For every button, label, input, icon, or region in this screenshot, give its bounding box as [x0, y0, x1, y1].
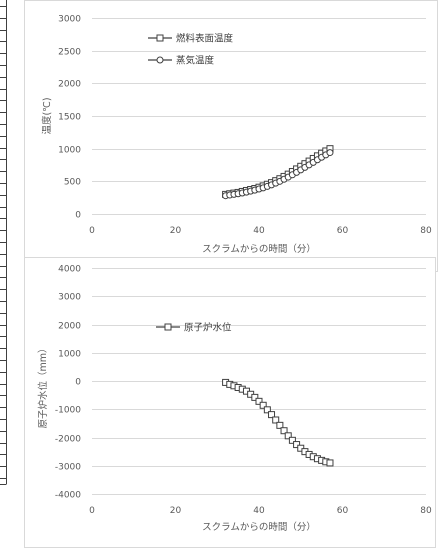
x-tick-label: 20	[170, 226, 182, 236]
data-point	[251, 393, 259, 401]
water-level-chart-series	[222, 378, 334, 467]
temperature-chart-x-ticks: 0 20 40 60 80	[89, 226, 432, 236]
temperature-chart: 0 500 1000 1500 2000 2500 3000 0 20 40 60 80 スクラムか…	[24, 0, 438, 272]
legend-entry-steam-temperature: 蒸気温度	[148, 55, 215, 67]
x-tick-label: 80	[420, 226, 432, 236]
y-tick-label: 0	[75, 378, 81, 388]
data-point	[284, 432, 292, 440]
x-tick-label: 20	[170, 506, 182, 516]
temperature-chart-legend: 燃料表面温度 蒸気温度	[148, 33, 234, 67]
water-level-chart-gridlines	[92, 268, 426, 495]
data-point	[276, 421, 284, 429]
legend-marker-square	[164, 323, 172, 331]
y-tick-label: 2500	[58, 48, 81, 58]
y-tick-label: 1500	[58, 113, 81, 123]
x-tick-label: 0	[89, 506, 95, 516]
x-tick-label: 60	[337, 506, 349, 516]
x-tick-label: 40	[253, 506, 265, 516]
x-tick-label: 60	[337, 226, 349, 236]
y-tick-label: 1000	[58, 146, 81, 156]
temperature-chart-series	[222, 145, 334, 200]
y-tick-label: -1000	[55, 406, 81, 416]
legend-entry-reactor-water-level: 原子炉水位	[156, 322, 232, 334]
data-point	[326, 459, 334, 467]
y-tick-label: 1000	[58, 350, 81, 360]
x-tick-label: 80	[420, 506, 432, 516]
data-point	[263, 406, 271, 414]
y-tick-label: 2000	[58, 322, 81, 332]
temperature-chart-gridlines	[92, 18, 426, 215]
data-point	[326, 149, 334, 157]
water-level-chart-x-ticks: 0 20 40 60 80	[89, 506, 432, 516]
x-tick-label: 0	[89, 226, 95, 236]
temperature-chart-panel	[24, 0, 438, 272]
temperature-chart-y-axis-title: 温度(℃)	[41, 97, 53, 134]
water-level-chart-legend: 原子炉水位	[156, 322, 232, 334]
y-tick-label: -4000	[55, 491, 81, 501]
left-edge-table-border	[0, 0, 7, 485]
legend-entry-fuel-surface-temperature: 燃料表面温度	[148, 33, 234, 45]
water-level-chart-x-axis-title: スクラムからの時間（分）	[202, 521, 316, 533]
y-tick-label: 2000	[58, 80, 81, 90]
data-point	[272, 416, 280, 424]
data-point	[288, 436, 296, 444]
water-level-chart-y-axis-title: 原子炉水位（mm）	[37, 343, 49, 428]
legend-label-steam-temperature: 蒸気温度	[176, 55, 215, 67]
data-point	[280, 427, 288, 435]
water-level-chart-y-ticks: -4000 -3000 -2000 -1000 0 1000 2000 3000 4000	[55, 265, 81, 501]
temperature-chart-y-ticks: 0 500 1000 1500 2000 2500 3000	[58, 15, 81, 221]
legend-marker-circle	[156, 56, 164, 64]
data-point	[268, 411, 276, 419]
y-tick-label: 3000	[58, 15, 81, 25]
water-level-chart-panel	[24, 257, 436, 548]
data-point	[255, 397, 263, 405]
water-level-chart: -4000 -3000 -2000 -1000 0 1000 2000 3000 4000 0 2…	[24, 257, 436, 548]
legend-label-fuel-surface-temperature: 燃料表面温度	[176, 33, 234, 45]
y-tick-label: 0	[75, 211, 81, 221]
data-point	[293, 441, 301, 449]
y-tick-label: -3000	[55, 463, 81, 473]
temperature-chart-x-axis-title: スクラムからの時間（分）	[202, 243, 316, 255]
y-tick-label: 3000	[58, 293, 81, 303]
y-tick-label: 500	[64, 178, 81, 188]
data-point	[259, 401, 267, 409]
legend-label-reactor-water-level: 原子炉水位	[184, 322, 232, 334]
y-tick-label: 4000	[58, 265, 81, 275]
x-tick-label: 40	[253, 226, 265, 236]
legend-marker-square	[156, 34, 164, 42]
y-tick-label: -2000	[55, 435, 81, 445]
